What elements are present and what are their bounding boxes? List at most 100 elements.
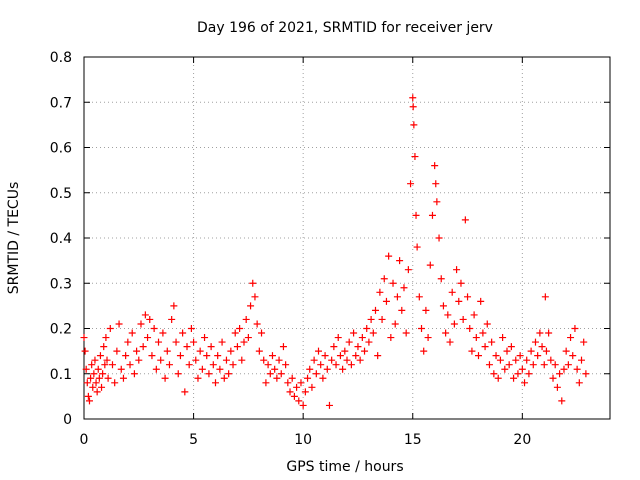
data-point [262,379,270,387]
data-point [409,94,417,102]
data-point [113,347,121,355]
data-point [251,293,259,301]
data-point [501,365,509,373]
x-tick-label: 10 [294,432,312,448]
data-point [80,334,88,342]
data-point [277,370,285,378]
data-point [128,329,136,337]
data-point [255,347,263,355]
data-point [396,257,404,265]
data-point [341,347,349,355]
data-point [404,266,412,274]
x-tick-label: 5 [189,432,198,448]
data-point [212,379,219,387]
data-point [163,347,171,355]
data-point [82,365,90,373]
data-point [209,361,217,369]
data-point [218,338,226,346]
data-point [492,352,500,360]
data-point [435,234,443,242]
data-point [468,347,476,355]
data-point [582,370,590,378]
data-point [354,343,362,351]
data-point [90,370,98,378]
data-point [87,374,95,382]
data-point [378,315,386,323]
data-point [481,343,489,351]
data-point [431,162,439,170]
data-point [315,347,323,355]
data-point [374,352,382,360]
data-point [551,361,559,369]
data-point [236,325,244,332]
data-point [439,302,447,310]
data-point [308,383,316,391]
data-point [437,275,445,283]
data-point [194,374,202,382]
data-point [187,325,195,332]
y-tick-label: 0.1 [50,367,72,383]
data-point [148,352,156,360]
data-point [376,288,384,296]
data-point [512,356,520,364]
y-tick-label: 0.2 [50,322,72,338]
data-point [99,370,107,378]
data-point [233,343,241,351]
data-point [514,370,522,378]
data-point [494,374,502,382]
data-point [183,343,191,351]
data-point [407,180,415,188]
data-point [321,352,329,360]
data-point [415,293,423,301]
data-point [102,334,110,342]
data-point [529,361,537,369]
x-tick-label: 20 [513,432,531,448]
data-point [165,361,173,369]
data-point [477,297,485,305]
grid-lines [84,57,610,419]
data-point [358,334,366,342]
data-point [92,379,100,387]
data-point [185,361,193,369]
data-point [540,361,548,369]
chart-title: Day 196 of 2021, SRMTID for receiver jer… [197,20,493,36]
data-point [159,329,167,337]
data-point [347,361,355,369]
data-point [400,284,408,292]
data-point [201,334,209,342]
data-point [95,374,103,382]
data-point [538,343,546,351]
y-tick-label: 0.5 [50,186,72,202]
data-point [325,401,333,409]
data-point [91,356,99,364]
data-point [203,352,211,360]
data-point [126,361,134,369]
data-point [505,361,513,369]
data-point [161,374,169,382]
data-point [279,343,287,351]
data-point [361,347,369,355]
data-point [104,374,112,382]
data-point [295,397,303,405]
data-point [98,383,106,391]
data-point [523,356,531,364]
data-point [545,329,553,337]
data-point [424,334,432,342]
data-point [222,356,230,364]
data-point [475,352,482,360]
data-point [271,365,279,373]
data-point [459,315,467,323]
data-point [152,365,160,373]
data-point [242,315,250,323]
data-point [569,352,577,360]
data-point [89,383,97,391]
data-point [541,293,549,301]
data-point [380,275,388,283]
data-point [339,365,347,373]
data-point [133,347,141,355]
data-point [304,374,312,382]
data-point [144,334,152,342]
axis-ticks: 0 0.1 0.2 0.3 0.4 0.5 0.6 0.7 0.8 0 5 10 15 20 [50,50,610,448]
data-point [385,252,393,260]
